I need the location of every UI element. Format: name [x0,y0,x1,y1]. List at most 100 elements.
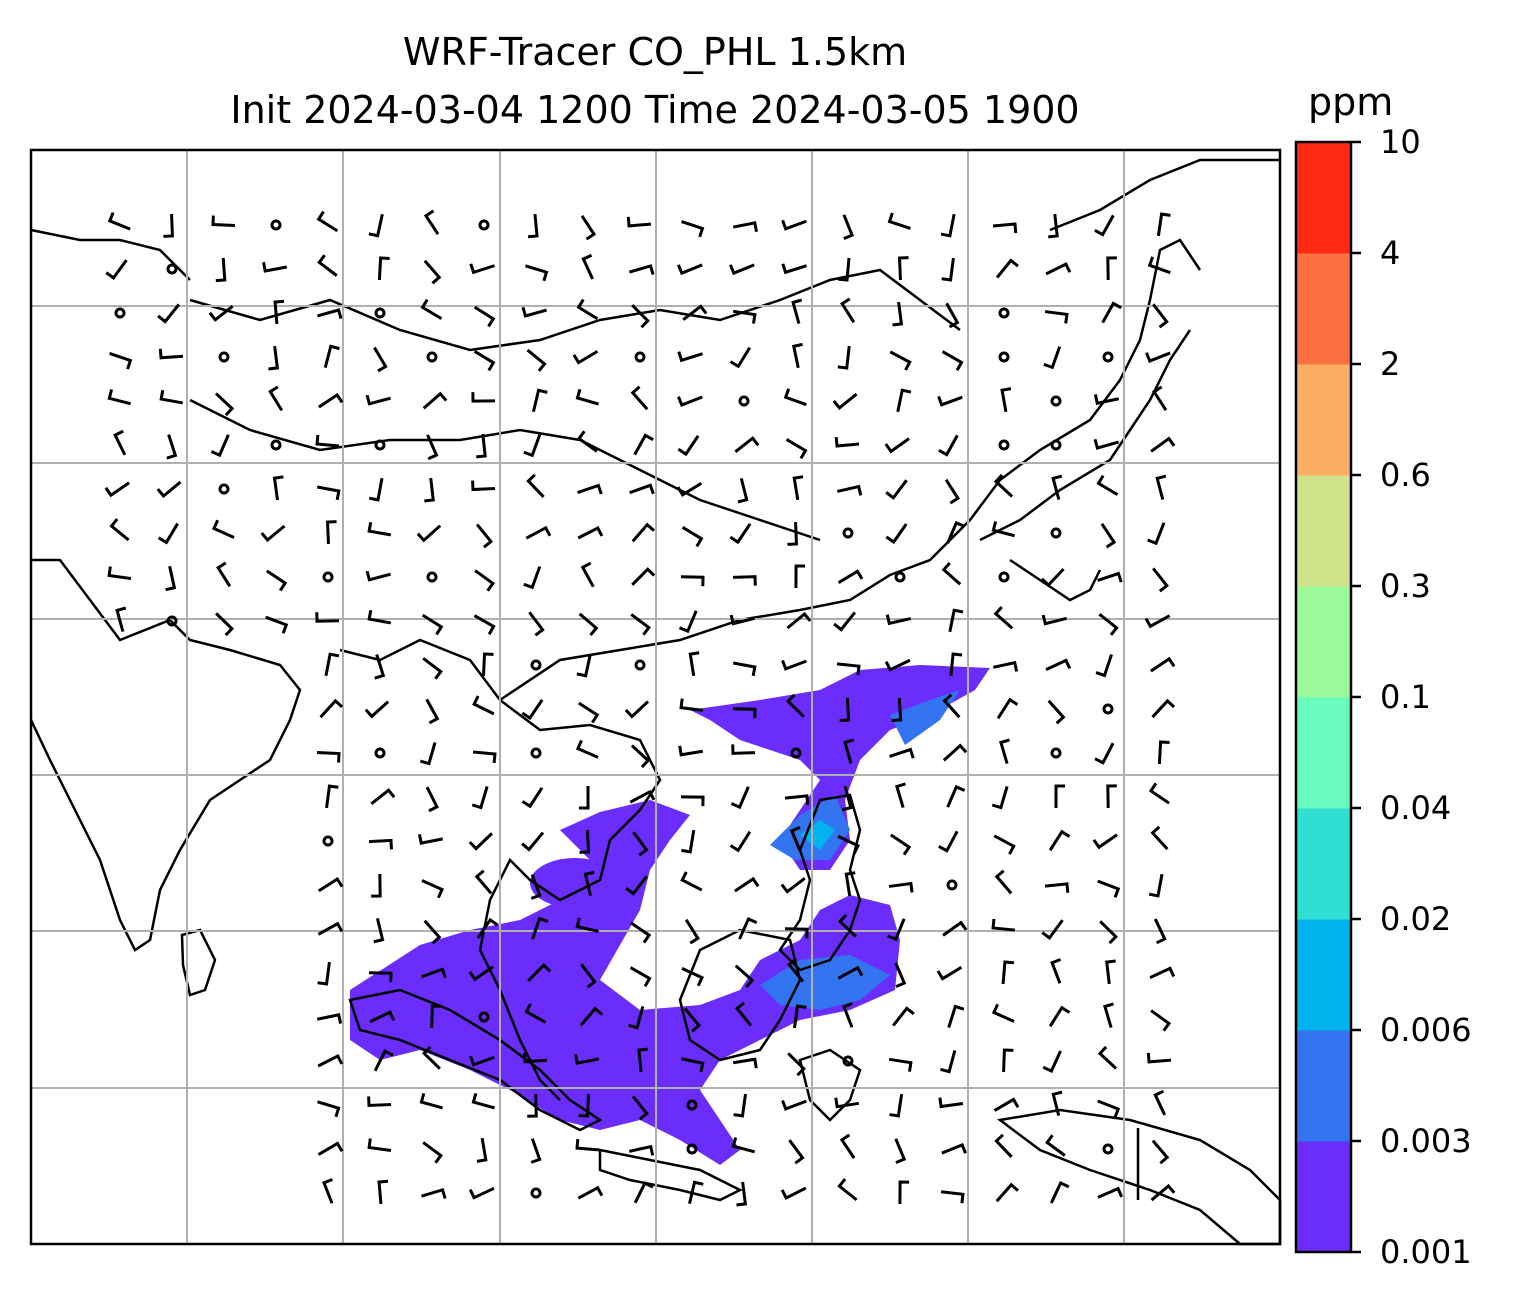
wind-barb [471,480,496,492]
wind-barb [426,434,439,461]
wind-barb [631,304,650,329]
wind-barb [1148,782,1170,805]
wind-barb [836,662,861,676]
wind-barb [317,1100,341,1118]
wind-barb [677,435,700,457]
wind-barb [476,433,487,459]
coastline-korea [1009,558,1102,602]
wind-barb [425,698,440,725]
wind-barb [938,434,959,457]
wind-barb [418,833,444,845]
wind-barb [104,481,130,498]
calm-wind-marker [738,395,750,407]
wind-barb [373,1049,394,1072]
calm-wind-marker [998,307,1010,319]
wind-barb [729,830,752,853]
wind-barb [268,385,284,412]
calm-wind-marker [218,483,230,495]
wind-barb [833,611,857,632]
calm-wind-marker [1050,439,1062,451]
wind-barb [377,1179,389,1205]
wind-barb [885,479,908,500]
wind-barb [1150,1009,1172,1032]
wind-barb [268,345,280,371]
wind-barb [889,747,915,759]
wind-barb [837,913,858,938]
wind-barb [367,522,392,537]
wind-barb [468,832,493,851]
wind-barb [732,707,757,719]
calm-wind-marker [270,439,282,451]
wind-barb [631,522,655,543]
colorbar-frame [1294,140,1353,1254]
wind-barb [1048,213,1059,239]
wind-barb [373,346,388,373]
wind-barb [580,214,597,241]
colorbar-tick-label: 0.3 [1380,567,1431,605]
wind-barb [1044,310,1069,324]
wind-barb [421,967,447,979]
calm-wind-marker [1102,703,1114,715]
wind-barb [115,606,127,633]
wind-barb [787,1052,806,1077]
wind-barb [324,652,340,677]
coastline-philippines [778,793,862,972]
wind-barb [632,831,649,857]
wind-barb [732,575,757,586]
wind-barb [531,916,549,940]
calm-wind-marker [478,219,490,231]
wind-barb [781,1099,807,1111]
calm-wind-marker [166,263,178,275]
wind-barb [629,483,655,495]
wind-barb [1044,882,1070,893]
wind-barb [947,1004,965,1028]
wind-barb [682,304,708,321]
wind-barb [423,259,442,285]
wind-barb [317,1053,344,1068]
wind-barb [888,1057,913,1072]
wind-barb [784,794,810,806]
wind-barb [993,605,1014,630]
wind-barb [521,699,544,721]
colorbar-band [1296,1141,1351,1253]
colorbar-tick-label: 0.6 [1380,456,1431,494]
wind-barb [1097,1045,1118,1070]
tracer-plume-cyan [800,820,835,850]
map-frame [29,148,1282,1246]
wind-barb [940,213,956,238]
border-himalaya [189,398,821,542]
wind-barb [1047,699,1066,725]
wind-barb [680,871,703,892]
coastline-japan [979,329,1192,542]
wind-barb [938,830,959,853]
wind-barb [885,614,912,626]
wind-barb [732,309,757,324]
colorbar-tick-label: 0.1 [1380,678,1431,716]
wind-barb [156,480,182,499]
wind-barb [945,302,960,329]
wind-barb [837,1178,858,1202]
wind-barb [633,433,654,456]
wind-barb [577,1185,604,1200]
wind-barb [628,1144,655,1156]
wind-barb [575,917,600,933]
wind-barb [526,348,547,372]
wind-barb [420,298,443,320]
wind-barb [317,961,331,986]
wind-barb [678,610,698,634]
wind-barb [373,917,385,944]
colorbar-band [1296,364,1351,476]
wind-barb [1000,387,1012,413]
wind-barb [992,222,1018,234]
wind-barb [781,219,807,231]
wind-barb [681,967,704,987]
wind-barb [942,920,968,937]
wind-barb [992,660,1019,672]
wind-barb [676,481,703,497]
calm-wind-marker [946,879,958,891]
wind-barb [1093,438,1119,450]
wind-barb [370,788,396,806]
wind-barb [107,566,132,580]
wind-barb [522,1052,548,1064]
wind-barb [1045,658,1072,672]
